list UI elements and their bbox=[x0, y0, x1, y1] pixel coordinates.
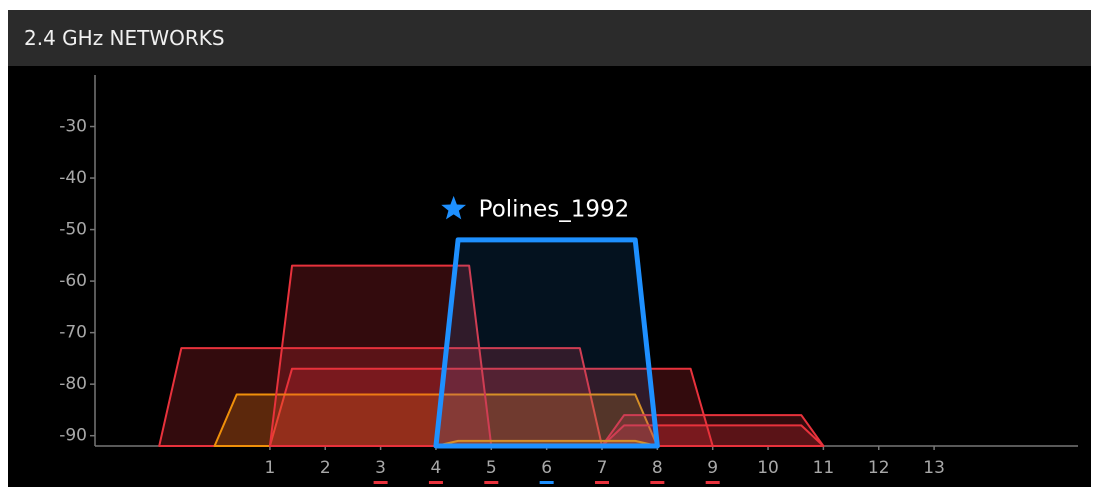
channel-marker bbox=[428, 481, 443, 484]
network bbox=[268, 264, 493, 447]
x-tick-label: 6 bbox=[541, 458, 552, 478]
channel-marker bbox=[594, 481, 609, 484]
channel-marker bbox=[705, 481, 720, 484]
panel bbox=[8, 66, 1091, 487]
x-tick-label: 4 bbox=[431, 458, 442, 478]
channel-marker bbox=[484, 481, 499, 484]
x-tick-label: 7 bbox=[597, 458, 608, 478]
selected-network bbox=[433, 237, 660, 449]
x-tick-label: 2 bbox=[320, 458, 331, 478]
y-tick-label: -60 bbox=[59, 271, 87, 291]
y-tick-label: -90 bbox=[59, 426, 87, 446]
x-tick-label: 10 bbox=[757, 458, 779, 478]
channel-marker bbox=[650, 481, 665, 484]
x-tick-label: 13 bbox=[923, 458, 945, 478]
y-tick-label: -40 bbox=[59, 168, 87, 188]
channel-marker bbox=[539, 481, 554, 484]
y-tick-label: -30 bbox=[59, 117, 87, 137]
y-tick-label: -50 bbox=[59, 220, 87, 240]
y-tick-label: -80 bbox=[59, 374, 87, 394]
x-tick-label: 12 bbox=[868, 458, 890, 478]
x-tick-label: 5 bbox=[486, 458, 497, 478]
star-icon bbox=[441, 195, 467, 220]
network-name: Polines_1992 bbox=[479, 196, 630, 222]
x-tick-label: 9 bbox=[707, 458, 718, 478]
channel-marker bbox=[373, 481, 388, 484]
x-tick-label: 8 bbox=[652, 458, 663, 478]
x-tick-label: 3 bbox=[375, 458, 386, 478]
header-title: 2.4 GHz NETWORKS bbox=[8, 10, 1091, 66]
y-tick-label: -70 bbox=[59, 323, 87, 343]
x-tick-label: 1 bbox=[264, 458, 275, 478]
x-tick-label: 11 bbox=[813, 458, 835, 478]
